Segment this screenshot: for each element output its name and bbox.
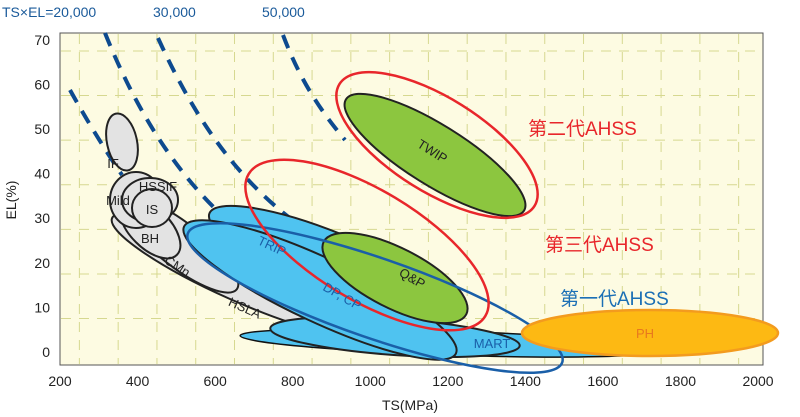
- iso-label-50000: 50,000: [262, 4, 305, 20]
- y-tick-label: 20: [34, 255, 50, 271]
- x-tick-label: 200: [48, 373, 72, 389]
- x-tick-label: 1600: [587, 373, 618, 389]
- x-tick-label: 1400: [510, 373, 541, 389]
- y-tick-label: 40: [34, 166, 50, 182]
- y-tick-label: 50: [34, 121, 50, 137]
- is-region: [131, 188, 173, 228]
- region-label: PH: [636, 326, 654, 341]
- region-label: MART: [474, 336, 511, 351]
- gen1-outline: [186, 222, 564, 374]
- ph-region: [520, 308, 780, 358]
- iso-label-30000: 30,000: [153, 4, 196, 20]
- x-tick-label: 1000: [355, 373, 386, 389]
- x-tick-label: 2000: [742, 373, 773, 389]
- y-tick-label: 60: [34, 76, 50, 92]
- gen3-label: 第三代AHSS: [545, 234, 654, 256]
- x-tick-label: 800: [281, 373, 305, 389]
- y-tick-label: 10: [34, 299, 50, 315]
- region-label: BH: [141, 231, 159, 246]
- y-tick-label: 0: [42, 344, 50, 360]
- region-label: IF: [107, 156, 119, 171]
- iso-curve: [281, 34, 347, 142]
- region-label: Mild: [106, 193, 130, 208]
- x-axis-label: TS(MPa): [382, 397, 438, 413]
- gen1-label: 第一代AHSS: [560, 288, 669, 310]
- x-tick-label: 400: [126, 373, 150, 389]
- x-tick-label: 1200: [432, 373, 463, 389]
- x-tick-label: 600: [203, 373, 227, 389]
- y-axis-label: EL(%): [3, 181, 19, 220]
- y-tick-label: 70: [34, 32, 50, 48]
- x-tick-label: 1800: [665, 373, 696, 389]
- regions: [105, 70, 780, 374]
- region-label: HSSIF: [139, 179, 177, 194]
- iso-curve: [68, 89, 124, 177]
- if-region: [105, 112, 139, 172]
- region-label: IS: [146, 202, 159, 217]
- ticks: 200 400 600 800 1000 1200 1400 1600 1800 2000 0 10 2…: [34, 32, 773, 389]
- twip-region: [343, 92, 527, 218]
- iso-label-20000: TS×EL=20,000: [2, 4, 96, 20]
- gen2-label: 第二代AHSS: [528, 118, 637, 140]
- gen3-outline: [244, 158, 490, 332]
- y-tick-label: 30: [34, 210, 50, 226]
- gen2-outline: [335, 70, 539, 220]
